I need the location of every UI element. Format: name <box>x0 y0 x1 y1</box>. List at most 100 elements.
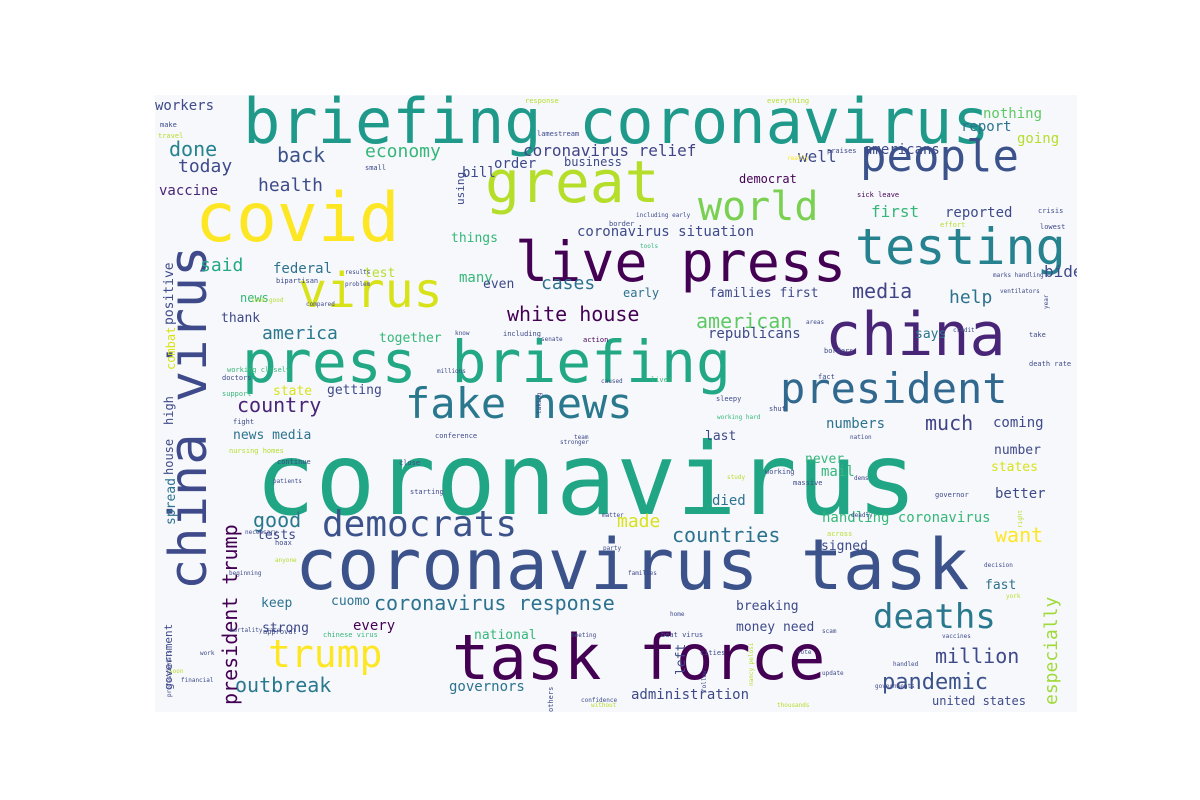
word-governors: governors <box>449 679 525 695</box>
word-including: including <box>503 330 541 338</box>
word-patients: patients <box>273 478 302 485</box>
word-areas: areas <box>806 319 825 326</box>
word-vaccines: vaccines <box>942 633 971 640</box>
word-including-early: including early <box>636 212 691 219</box>
word-white-house: white house <box>507 302 640 326</box>
word-coronavirus-relief: coronavirus relief <box>523 141 697 160</box>
word-mortality-rate: mortality rate <box>230 627 281 634</box>
word-every: every <box>353 618 396 634</box>
word-taking: taking <box>536 392 543 414</box>
word-outbreak: outbreak <box>235 673 332 697</box>
word-vote: vote <box>797 649 812 656</box>
word-hoax: hoax <box>275 539 292 547</box>
word-professionals: professionals <box>166 650 173 697</box>
word-money-need: money need <box>736 620 815 635</box>
word-strong: strong <box>262 621 309 636</box>
word-cases: cases <box>541 273 596 294</box>
word-response: response <box>525 97 559 105</box>
word-report: report <box>961 119 1012 135</box>
word-made: made <box>617 511 661 532</box>
word-things: things <box>451 231 498 246</box>
word-conference: conference <box>435 432 478 440</box>
word-people: people <box>860 131 1019 182</box>
word-press-briefing: press briefing <box>242 328 731 396</box>
word-american: american <box>696 309 793 333</box>
word-matter: matter <box>602 512 624 519</box>
word-last: last <box>705 429 737 444</box>
word-update: update <box>822 670 844 677</box>
word-problem: problem <box>345 281 371 288</box>
word-signed: signed <box>821 539 868 554</box>
word-year: year <box>1043 294 1050 309</box>
word-china: china <box>825 300 1006 370</box>
word-massive: massive <box>793 479 823 487</box>
word-said: said <box>200 255 244 276</box>
word-borders: borders <box>824 347 854 355</box>
word-united-states: united states <box>932 694 1026 708</box>
word-federal: federal <box>273 261 333 277</box>
word-senate: senate <box>541 336 563 343</box>
word-back: back <box>277 143 326 167</box>
word-working-hard: working hard <box>717 414 761 421</box>
word-going: going <box>1017 131 1060 147</box>
word-results: results <box>345 269 371 276</box>
word-much: much <box>925 411 974 435</box>
word-millions: millions <box>437 368 466 375</box>
word-governments: governments <box>875 683 915 690</box>
word-shut: shut <box>769 405 786 413</box>
word-chinese-virus: chinese virus <box>323 631 378 639</box>
word-anyone: anyone <box>275 557 297 564</box>
word-meeting: meeting <box>571 632 597 639</box>
word-bipartisan: bipartisan <box>276 277 319 285</box>
word-fight: fight <box>233 418 255 426</box>
word-beginning: beginning <box>229 570 262 577</box>
word-dems: dems <box>854 475 869 482</box>
word-effort: effort <box>940 221 966 229</box>
word-even: even <box>483 277 515 292</box>
word-died: died <box>712 493 746 509</box>
word-action: action <box>583 336 609 344</box>
word-spread: spread <box>164 478 179 525</box>
word-great: great <box>485 148 660 216</box>
word-handling-coronavirus: handling coronavirus <box>822 510 991 526</box>
word-testing: testing <box>855 218 1066 276</box>
word-team: team <box>574 434 589 441</box>
word-national: national <box>474 628 537 643</box>
word-families-first: families first <box>709 286 819 301</box>
word-credit: credit <box>953 327 975 334</box>
word-state: state <box>273 384 313 399</box>
word-work: work <box>200 650 215 657</box>
word-help: help <box>949 287 993 308</box>
word-take: take <box>1029 331 1046 339</box>
word-coronavirus-situation: coronavirus situation <box>577 224 755 240</box>
word-president: president <box>780 364 1008 413</box>
word-look-good: look good <box>251 297 284 304</box>
word-states: states <box>991 460 1038 475</box>
word-health: health <box>258 175 324 196</box>
word-democrats: democrats <box>322 504 518 545</box>
word-news-media: news media <box>233 428 312 443</box>
word-says: says <box>915 327 947 342</box>
word-lives: lives <box>651 376 673 384</box>
word-sleepy: sleepy <box>716 395 742 403</box>
word-everything: everything <box>767 97 810 105</box>
word-america: america <box>262 323 338 344</box>
word-financial: financial <box>181 677 214 684</box>
word-covid: covid <box>195 179 400 258</box>
word-support: support <box>222 390 252 398</box>
word-want: want <box>995 523 1044 547</box>
word-lamestream: lamestream <box>537 130 580 138</box>
word-media: media <box>852 279 913 303</box>
word-today: today <box>178 156 233 177</box>
word-scam: scam <box>822 628 837 635</box>
word-world: world <box>698 184 819 230</box>
word-trump: trump <box>268 632 383 676</box>
word-ventilators: ventilators <box>1000 288 1040 295</box>
word-beat-virus: beat virus <box>661 631 704 639</box>
word-news: news <box>240 291 269 305</box>
word-continue: continue <box>277 458 311 466</box>
word-keep: keep <box>261 596 293 611</box>
word-lowest: lowest <box>1040 223 1066 231</box>
word-getting: getting <box>327 383 382 398</box>
word-doctors: doctors <box>222 374 252 382</box>
